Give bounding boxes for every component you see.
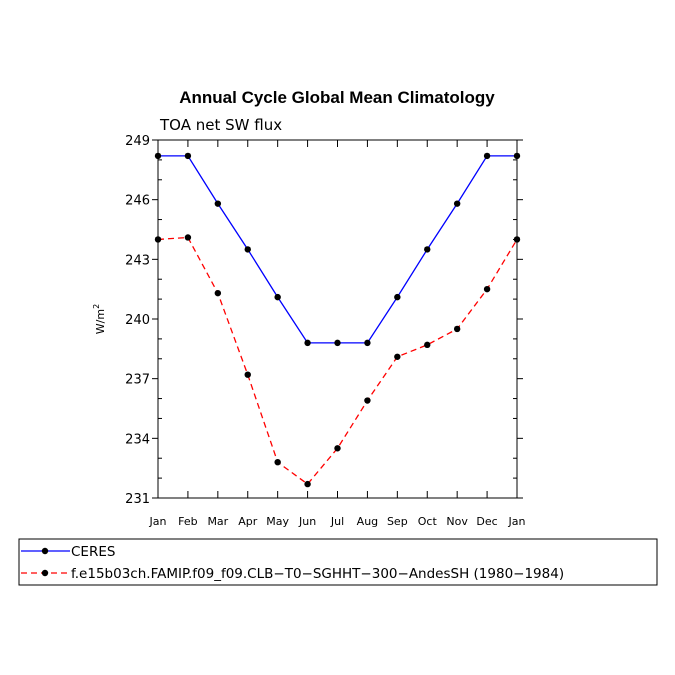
series-point-1 bbox=[394, 353, 401, 360]
x-tick-label: Sep bbox=[387, 515, 408, 528]
x-tick-label: Jun bbox=[298, 515, 316, 528]
series-point-0 bbox=[244, 246, 251, 253]
y-tick-label: 240 bbox=[125, 313, 150, 328]
axis-ticks bbox=[152, 139, 523, 499]
x-tick-label: Aug bbox=[357, 515, 378, 528]
series-point-0 bbox=[154, 152, 162, 160]
series-point-0 bbox=[334, 339, 341, 347]
series-point-1 bbox=[274, 459, 281, 466]
series-point-0 bbox=[483, 152, 491, 160]
y-tick-label: 234 bbox=[125, 432, 150, 447]
y-tick-labels: 231 234 237 240 243 246 249 bbox=[125, 134, 150, 507]
series-point-1 bbox=[214, 289, 222, 297]
legend-box bbox=[18, 538, 658, 586]
series-point-0 bbox=[304, 339, 311, 347]
chart-subtitle: TOA net SW flux bbox=[159, 116, 282, 134]
y-tick-label: 231 bbox=[125, 492, 150, 507]
series-point-1 bbox=[304, 480, 311, 488]
x-tick-label: Jul bbox=[330, 515, 344, 528]
y-axis-label-exponent: 2 bbox=[92, 304, 101, 309]
x-tick-label: Nov bbox=[446, 515, 468, 528]
series-point-0 bbox=[274, 293, 281, 301]
series-point-0 bbox=[364, 339, 371, 347]
series-point-0 bbox=[424, 246, 431, 253]
x-tick-label: Feb bbox=[178, 515, 197, 528]
x-tick-labels: Jan Feb Mar Apr May Jun Jul Aug Sep Oct Nov Dec Jan bbox=[149, 515, 526, 528]
series-point-0 bbox=[513, 152, 521, 160]
legend-marker-0 bbox=[41, 547, 49, 555]
y-tick-label: 246 bbox=[125, 194, 150, 209]
legend-label-0: CERES bbox=[71, 544, 115, 560]
series-point-0 bbox=[184, 152, 192, 160]
series-point-1 bbox=[334, 445, 341, 452]
series-point-0 bbox=[453, 200, 461, 207]
y-tick-label: 249 bbox=[125, 134, 150, 149]
series-point-1 bbox=[154, 236, 162, 243]
series-point-0 bbox=[214, 200, 222, 207]
y-tick-label: 237 bbox=[125, 373, 150, 388]
x-tick-label: Jan bbox=[149, 515, 167, 528]
x-tick-label: Dec bbox=[476, 515, 497, 528]
chart-title: Annual Cycle Global Mean Climatology bbox=[179, 88, 495, 107]
series-point-1 bbox=[184, 234, 192, 241]
x-tick-label: Jan bbox=[508, 515, 526, 528]
legend-label-1: f.e15b03ch.FAMIP.f09_f09.CLB−T0−SGHHT−30… bbox=[71, 566, 564, 582]
x-tick-label: Mar bbox=[207, 515, 228, 528]
series-point-1 bbox=[513, 236, 521, 243]
x-tick-label: May bbox=[266, 515, 289, 528]
series-point-1 bbox=[453, 325, 461, 333]
series-point-1 bbox=[244, 371, 251, 378]
y-axis-label: W/m2 bbox=[92, 304, 107, 334]
y-tick-label: 243 bbox=[125, 253, 150, 268]
legend-marker-1 bbox=[41, 569, 49, 577]
series-point-1 bbox=[483, 285, 491, 293]
x-tick-label: Oct bbox=[418, 515, 438, 528]
x-tick-label: Apr bbox=[238, 515, 258, 528]
legend: CERES f.e15b03ch.FAMIP.f09_f09.CLB−T0−SGH… bbox=[21, 544, 564, 582]
series-line-0 bbox=[158, 155, 517, 344]
series-point-1 bbox=[364, 397, 371, 404]
y-axis-label-unit: W/m bbox=[94, 309, 107, 334]
series-point-0 bbox=[394, 293, 401, 301]
series-point-1 bbox=[424, 341, 431, 349]
series-layer bbox=[154, 152, 521, 488]
